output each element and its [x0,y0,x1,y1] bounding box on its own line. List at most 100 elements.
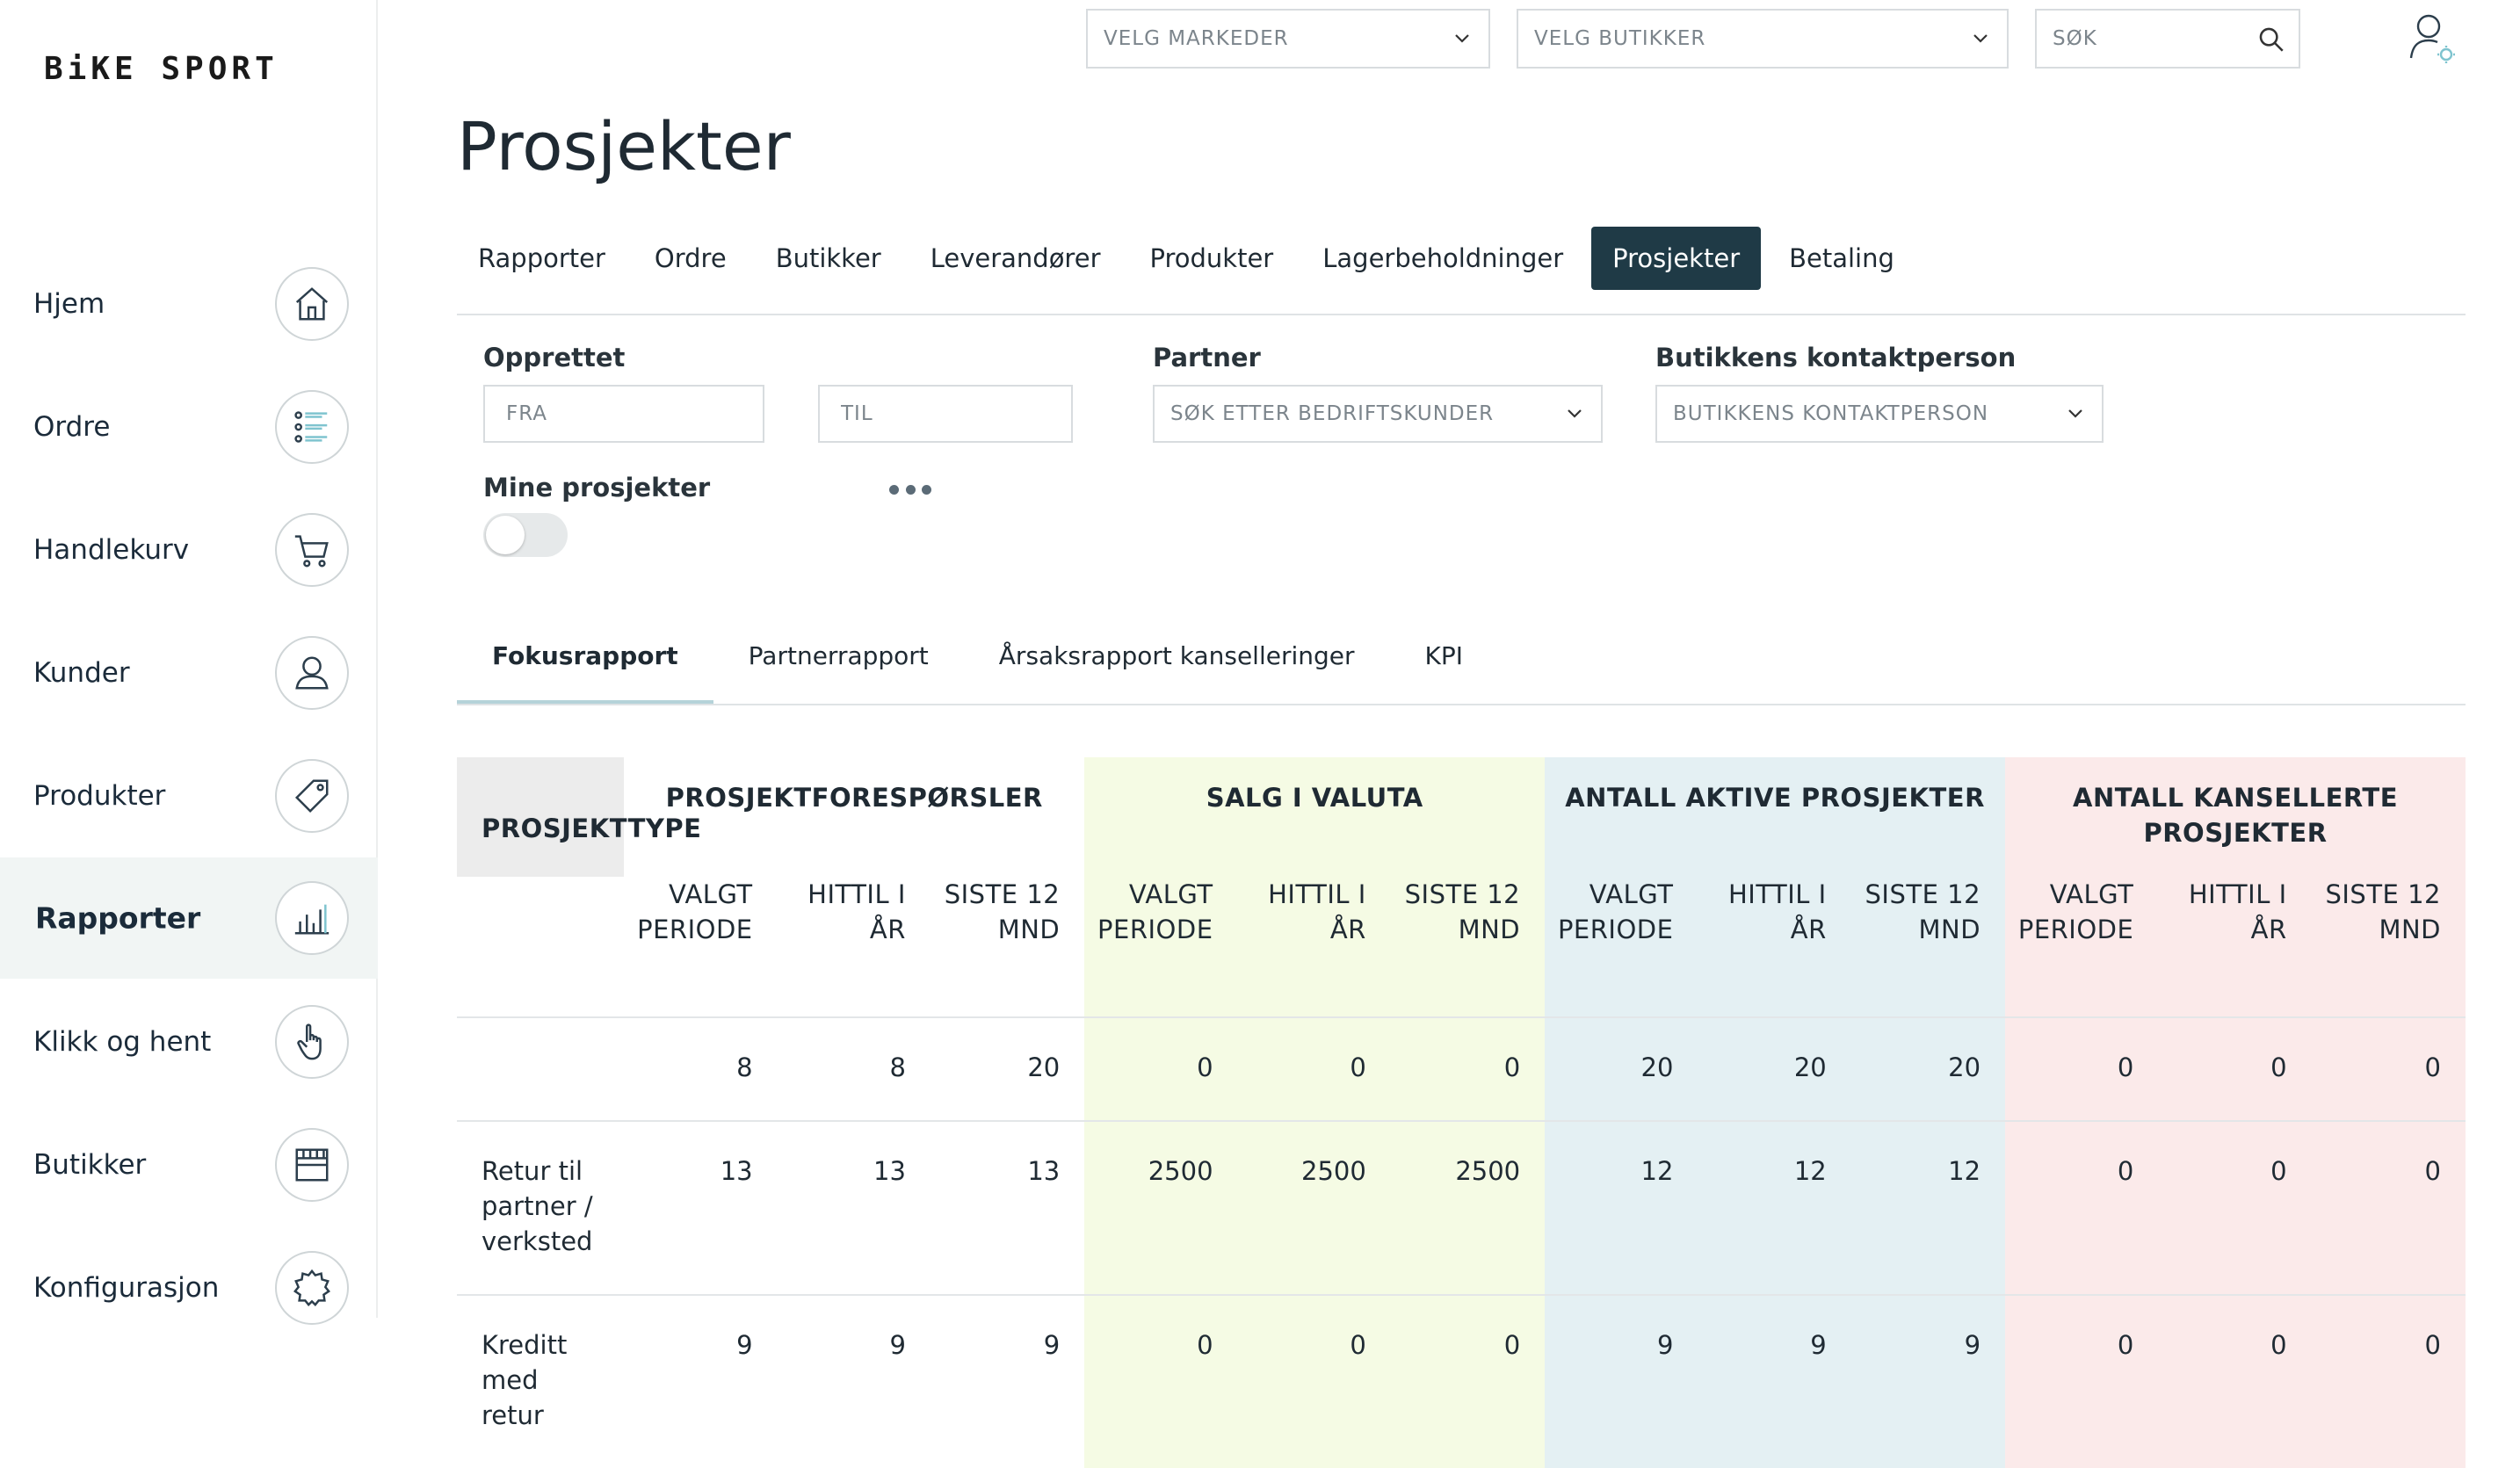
store-select[interactable]: VELG BUTIKKER [1517,9,2009,69]
value-cell: 13 [624,1120,778,1295]
project-type-header[interactable]: PROSJEKTTYPE [457,757,701,877]
column-header[interactable]: HITTIL I ÅR [2158,877,2312,1017]
tab-leverandorer[interactable]: Leverandører [930,243,1101,273]
sidebar-item-rapporter[interactable]: Rapporter [0,857,378,979]
column-header[interactable]: SISTE 12 MND [1850,877,2006,1017]
sidebar-item-kunder[interactable]: Kunder [0,612,378,734]
column-header[interactable]: VALGT PERIODE [1545,877,1698,1017]
partner-select-value: SØK ETTER BEDRIFTSKUNDER [1170,402,1495,425]
created-label: Opprettet [483,343,626,372]
value-cell: 0 [2005,1120,2159,1295]
value-cell: 8 [777,1016,931,1121]
column-header[interactable]: SISTE 12 MND [930,877,1085,1017]
column-header[interactable]: HITTIL I ÅR [1237,877,1391,1017]
tab-kpi[interactable]: KPI [1424,640,1464,670]
market-select[interactable]: VELG MARKEDER [1086,9,1490,69]
column-header[interactable]: SISTE 12 MND [2311,877,2466,1017]
table-row: Retur til partner / verksted 13 13 13 25… [457,1120,2466,1295]
tab-produkter[interactable]: Produkter [1149,243,1274,273]
sidebar-item-label: Ordre [33,411,111,443]
chevron-down-icon [1973,34,1988,43]
brand-logo[interactable]: BiKE SPORT [44,51,279,87]
from-date-input[interactable] [485,387,763,441]
sidebar-item-butikker[interactable]: Butikker [0,1104,378,1226]
value-cell: 12 [1698,1120,1851,1295]
contact-person-select[interactable]: BUTIKKENS KONTAKTPERSON [1655,385,2104,443]
value-cell: 0 [2005,1016,2159,1121]
sidebar-item-klikk-og-hent[interactable]: Klikk og hent [0,981,378,1103]
tab-arsaksrapport-kanselleringer[interactable]: Årsaksrapport kanselleringer [998,640,1355,670]
column-header[interactable]: VALGT PERIODE [1084,877,1238,1017]
value-cell: 0 [2005,1294,2159,1468]
project-type-cell: Retur til partner / verksted [457,1120,625,1295]
to-date-field [818,385,1073,443]
partner-select[interactable]: SØK ETTER BEDRIFTSKUNDER [1153,385,1603,443]
chevron-down-icon [1568,409,1582,418]
value-cell: 0 [2158,1294,2312,1468]
tab-partnerrapport[interactable]: Partnerrapport [748,640,929,670]
focus-report-table: PROSJEKTTYPE PROSJEKTFORESPØRSLER SALG I… [457,757,2466,1468]
sidebar-item-hjem[interactable]: Hjem [0,243,378,365]
user-settings-icon[interactable] [2408,12,2457,65]
report-tabs: Fokusrapport Partnerrapport Årsaksrappor… [457,606,1498,705]
main-tabs: Rapporter Ordre Butikker Leverandører Pr… [457,227,1923,290]
value-cell: 8 [624,1016,778,1121]
toggle-knob [486,516,525,554]
value-cell: 9 [777,1294,931,1468]
group-header-active: ANTALL AKTIVE PROSJEKTER [1545,757,2006,877]
value-cell: 2500 [1390,1120,1546,1295]
group-header-requests: PROSJEKTFORESPØRSLER [624,757,1085,877]
more-options-icon[interactable] [889,474,931,504]
value-cell: 0 [1390,1016,1546,1121]
my-projects-label: Mine prosjekter [483,473,711,503]
value-cell: 12 [1545,1120,1698,1295]
tab-prosjekter[interactable]: Prosjekter [1591,227,1762,290]
sidebar-item-produkter[interactable]: Produkter [0,735,378,857]
sidebar-item-label: Produkter [33,780,166,812]
group-header-cancelled: ANTALL KANSELLERTE PROSJEKTER [2005,757,2466,877]
column-header[interactable]: SISTE 12 MND [1390,877,1546,1017]
sidebar-item-konfigurasjon[interactable]: Konfigurasjon [0,1227,378,1349]
value-cell: 12 [1850,1120,2006,1295]
value-cell: 2500 [1084,1120,1238,1295]
store-icon [275,1128,349,1202]
to-date-input[interactable] [820,387,1071,441]
tab-fokusrapport[interactable]: Fokusrapport [457,606,713,705]
header-spacer [457,877,625,1017]
gear-icon [275,1251,349,1325]
value-cell: 9 [1850,1294,2006,1468]
tab-ordre[interactable]: Ordre [654,243,727,273]
tab-butikker[interactable]: Butikker [775,243,881,273]
column-header[interactable]: HITTIL I ÅR [1698,877,1851,1017]
customer-icon [275,636,349,710]
project-type-cell: Kreditt med retur [457,1294,625,1468]
sidebar-item-handlekurv[interactable]: Handlekurv [0,489,378,611]
tab-rapporter[interactable]: Rapporter [478,243,605,273]
value-cell: 13 [777,1120,931,1295]
value-cell: 0 [1084,1294,1238,1468]
table-row: 8 8 20 0 0 0 20 20 20 0 0 0 [457,1016,2466,1121]
contact-person-label: Butikkens kontaktperson [1655,343,2017,372]
my-projects-toggle[interactable] [483,513,568,557]
search-input[interactable] [2037,11,2248,67]
page-title: Prosjekter [457,107,791,185]
value-cell: 0 [2158,1120,2312,1295]
search-icon[interactable] [2256,25,2286,54]
search-box [2035,9,2300,69]
group-header-sales: SALG I VALUTA [1084,757,1546,877]
project-type-cell [457,1016,625,1121]
column-header[interactable]: VALGT PERIODE [2005,877,2159,1017]
value-cell: 9 [1698,1294,1851,1468]
tab-lagerbeholdninger[interactable]: Lagerbeholdninger [1322,243,1564,273]
sidebar-item-ordre[interactable]: Ordre [0,366,378,488]
table-row: Kreditt med retur 9 9 9 0 0 0 9 9 9 0 0 … [457,1294,2466,1468]
hand-pointer-icon [275,1005,349,1079]
value-cell: 20 [1698,1016,1851,1121]
tag-icon [275,759,349,833]
tab-betaling[interactable]: Betaling [1789,243,1894,273]
sidebar: BiKE SPORT Hjem Ordre Handlekurv Kunder … [0,0,378,1325]
from-date-field [483,385,764,443]
column-header[interactable]: HITTIL I ÅR [777,877,931,1017]
value-cell: 0 [2311,1120,2466,1295]
column-header[interactable]: VALGT PERIODE [624,877,778,1017]
